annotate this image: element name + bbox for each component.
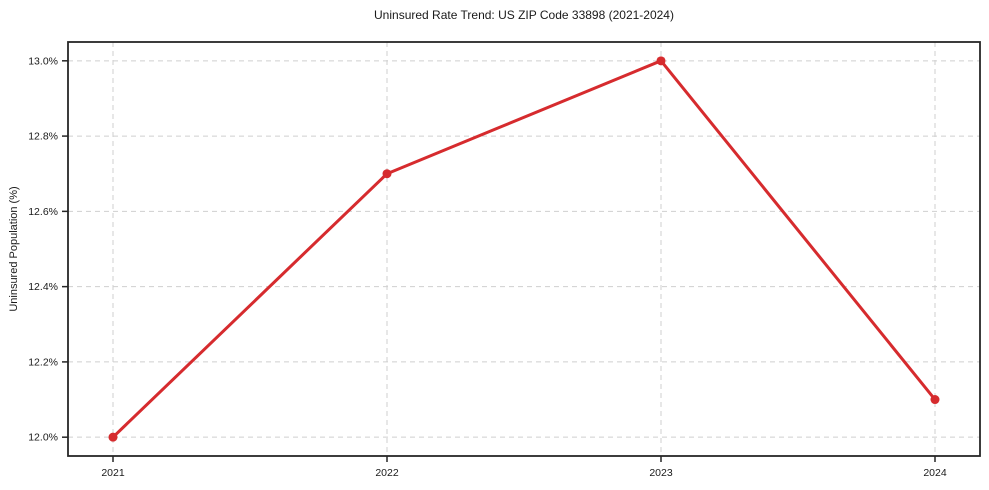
y-tick-label: 12.4% — [28, 281, 58, 293]
data-point-marker — [930, 395, 940, 405]
y-tick-label: 12.6% — [28, 206, 58, 218]
x-tick-label: 2023 — [649, 467, 673, 479]
trend-line — [111, 59, 937, 439]
x-tick-label: 2024 — [923, 467, 947, 479]
plot-border — [67, 41, 981, 457]
data-point-marker — [108, 432, 118, 442]
x-tick-label: 2021 — [101, 467, 125, 479]
y-tick-label: 12.2% — [28, 356, 58, 368]
x-tick-label: 2022 — [375, 467, 399, 479]
y-tick-label: 12.8% — [28, 131, 58, 143]
chart-title: Uninsured Rate Trend: US ZIP Code 33898 … — [374, 8, 674, 22]
data-point-marker — [656, 56, 666, 66]
y-tick-label: 12.0% — [28, 432, 58, 444]
data-point-marker — [382, 169, 392, 179]
y-tick-label: 13.0% — [28, 55, 58, 67]
